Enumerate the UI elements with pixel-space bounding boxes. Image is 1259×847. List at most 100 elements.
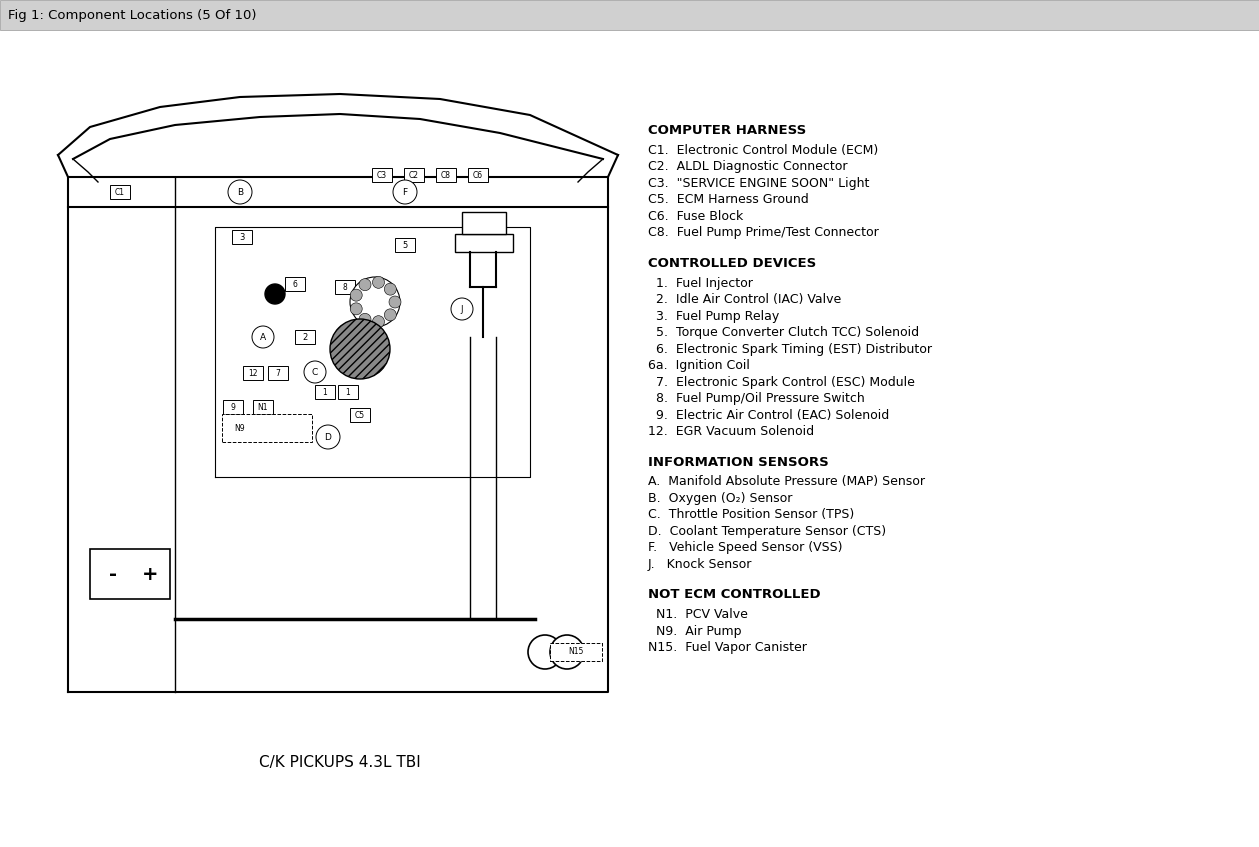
Text: 12.  EGR Vacuum Solenoid: 12. EGR Vacuum Solenoid <box>648 425 815 438</box>
Text: J: J <box>461 305 463 313</box>
Circle shape <box>359 313 371 325</box>
Text: 5: 5 <box>403 241 408 250</box>
Text: A.  Manifold Absolute Pressure (MAP) Sensor: A. Manifold Absolute Pressure (MAP) Sens… <box>648 475 925 489</box>
Text: A: A <box>259 333 266 341</box>
Circle shape <box>384 309 397 321</box>
Text: 8: 8 <box>342 283 347 291</box>
Text: 7.  Electronic Spark Control (ESC) Module: 7. Electronic Spark Control (ESC) Module <box>648 375 915 389</box>
Text: B.  Oxygen (O₂) Sensor: B. Oxygen (O₂) Sensor <box>648 492 792 505</box>
Text: COMPUTER HARNESS: COMPUTER HARNESS <box>648 124 806 137</box>
Text: N9.  Air Pump: N9. Air Pump <box>648 625 742 638</box>
Text: 3: 3 <box>239 232 244 241</box>
Circle shape <box>550 635 584 669</box>
Circle shape <box>350 277 400 327</box>
FancyBboxPatch shape <box>335 280 355 294</box>
Text: C/K PICKUPS 4.3L TBI: C/K PICKUPS 4.3L TBI <box>259 755 421 770</box>
Circle shape <box>373 316 384 328</box>
Text: 6.  Electronic Spark Timing (EST) Distributor: 6. Electronic Spark Timing (EST) Distrib… <box>648 342 932 356</box>
FancyBboxPatch shape <box>285 277 305 291</box>
Text: N1.  PCV Valve: N1. PCV Valve <box>648 608 748 621</box>
Text: C6.  Fuse Block: C6. Fuse Block <box>648 210 743 223</box>
Text: C: C <box>312 368 319 377</box>
Text: C5: C5 <box>355 411 365 419</box>
Text: F: F <box>403 187 408 197</box>
Circle shape <box>252 326 274 348</box>
Text: C8.  Fuel Pump Prime/Test Connector: C8. Fuel Pump Prime/Test Connector <box>648 226 879 240</box>
Circle shape <box>330 319 390 379</box>
Text: C3: C3 <box>376 170 387 180</box>
FancyBboxPatch shape <box>0 0 1259 30</box>
Text: 8.  Fuel Pump/Oil Pressure Switch: 8. Fuel Pump/Oil Pressure Switch <box>648 392 865 405</box>
Text: C3.  "SERVICE ENGINE SOON" Light: C3. "SERVICE ENGINE SOON" Light <box>648 177 870 190</box>
Text: D.  Coolant Temperature Sensor (CTS): D. Coolant Temperature Sensor (CTS) <box>648 525 886 538</box>
Text: 1: 1 <box>346 387 350 396</box>
Text: -: - <box>110 564 117 584</box>
FancyBboxPatch shape <box>395 238 415 252</box>
Text: J.   Knock Sensor: J. Knock Sensor <box>648 558 753 571</box>
Text: 9.  Electric Air Control (EAC) Solenoid: 9. Electric Air Control (EAC) Solenoid <box>648 408 889 422</box>
FancyBboxPatch shape <box>337 385 358 399</box>
Text: 6: 6 <box>292 280 297 289</box>
Text: B: B <box>237 187 243 197</box>
Text: CONTROLLED DEVICES: CONTROLLED DEVICES <box>648 257 816 270</box>
Text: 9: 9 <box>230 402 235 412</box>
Text: 3.  Fuel Pump Relay: 3. Fuel Pump Relay <box>648 310 779 323</box>
FancyBboxPatch shape <box>462 212 506 234</box>
Text: 2: 2 <box>302 333 307 341</box>
Circle shape <box>359 279 371 291</box>
FancyBboxPatch shape <box>436 168 456 182</box>
Text: N1: N1 <box>258 402 268 412</box>
FancyBboxPatch shape <box>404 168 424 182</box>
Circle shape <box>451 298 473 320</box>
FancyBboxPatch shape <box>371 168 392 182</box>
FancyBboxPatch shape <box>550 643 602 661</box>
Circle shape <box>350 303 363 315</box>
Circle shape <box>389 296 402 308</box>
Circle shape <box>264 284 285 304</box>
Circle shape <box>384 283 397 295</box>
Text: C5.  ECM Harness Ground: C5. ECM Harness Ground <box>648 193 808 207</box>
Text: C2: C2 <box>409 170 419 180</box>
Text: C6: C6 <box>473 170 483 180</box>
FancyBboxPatch shape <box>350 408 370 422</box>
Circle shape <box>528 635 562 669</box>
Circle shape <box>373 276 384 288</box>
Text: 1.  Fuel Injector: 1. Fuel Injector <box>648 277 753 290</box>
Text: N9: N9 <box>234 424 246 433</box>
Circle shape <box>393 180 417 204</box>
Text: C8: C8 <box>441 170 451 180</box>
Text: C.  Throttle Position Sensor (TPS): C. Throttle Position Sensor (TPS) <box>648 508 855 522</box>
Text: 6a.  Ignition Coil: 6a. Ignition Coil <box>648 359 750 372</box>
Text: N15: N15 <box>568 647 584 656</box>
FancyBboxPatch shape <box>232 230 252 244</box>
FancyBboxPatch shape <box>110 185 130 199</box>
FancyBboxPatch shape <box>253 400 273 414</box>
FancyBboxPatch shape <box>315 385 335 399</box>
Text: Fig 1: Component Locations (5 Of 10): Fig 1: Component Locations (5 Of 10) <box>8 8 257 21</box>
Text: C1: C1 <box>115 187 125 197</box>
FancyBboxPatch shape <box>468 168 488 182</box>
Text: NOT ECM CONTROLLED: NOT ECM CONTROLLED <box>648 589 821 601</box>
Text: 5.  Torque Converter Clutch TCC) Solenoid: 5. Torque Converter Clutch TCC) Solenoid <box>648 326 919 339</box>
FancyBboxPatch shape <box>222 414 312 442</box>
Text: 1: 1 <box>322 387 327 396</box>
FancyBboxPatch shape <box>454 234 512 252</box>
Text: 12: 12 <box>248 368 258 378</box>
Text: N15.  Fuel Vapor Canister: N15. Fuel Vapor Canister <box>648 641 807 654</box>
Text: D: D <box>325 433 331 441</box>
FancyBboxPatch shape <box>89 549 170 599</box>
Text: C2.  ALDL Diagnostic Connector: C2. ALDL Diagnostic Connector <box>648 160 847 174</box>
Text: +: + <box>142 564 159 584</box>
Text: 2.  Idle Air Control (IAC) Valve: 2. Idle Air Control (IAC) Valve <box>648 293 841 306</box>
Circle shape <box>350 289 363 302</box>
Circle shape <box>303 361 326 383</box>
Circle shape <box>316 425 340 449</box>
FancyBboxPatch shape <box>243 366 263 380</box>
Text: INFORMATION SENSORS: INFORMATION SENSORS <box>648 456 828 468</box>
FancyBboxPatch shape <box>295 330 315 344</box>
Text: C1.  Electronic Control Module (ECM): C1. Electronic Control Module (ECM) <box>648 144 879 157</box>
Circle shape <box>228 180 252 204</box>
FancyBboxPatch shape <box>223 400 243 414</box>
Text: F.   Vehicle Speed Sensor (VSS): F. Vehicle Speed Sensor (VSS) <box>648 541 842 555</box>
Text: 7: 7 <box>276 368 281 378</box>
